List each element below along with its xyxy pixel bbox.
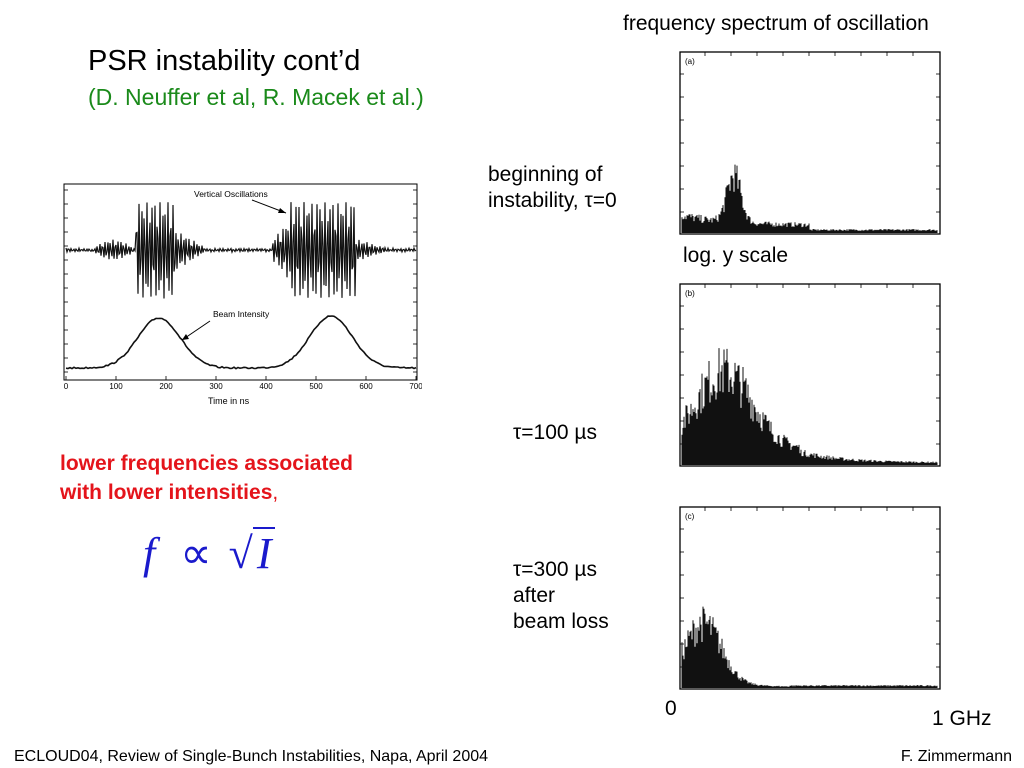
red-note-line1: lower frequencies associated — [60, 452, 353, 475]
proportionality-formula: f ∝ √I — [143, 527, 276, 579]
oscillation-plot-x-tick-label: 200 — [159, 382, 173, 391]
spectrum-title: frequency spectrum of oscillation — [623, 12, 929, 35]
red-note-line2: with lower intensities — [60, 481, 273, 504]
beam-intensity-trace — [65, 315, 417, 370]
oscillation-plot-y-ticks — [64, 189, 417, 373]
vertical-oscillation-trace — [65, 202, 417, 299]
panel-b-tag: (b) — [685, 289, 695, 298]
spectrum-panel-a: (a) — [679, 51, 941, 235]
spectrum-c-bars — [681, 606, 938, 688]
footer-left: ECLOUD04, Review of Single-Bunch Instabi… — [14, 748, 489, 765]
spectrum-axis-start: 0 — [665, 697, 677, 720]
label-beginning-line1: beginning of — [488, 163, 603, 186]
oscillation-plot-xlabel: Time in ns — [208, 396, 250, 406]
spectrum-panel-c: (c) — [679, 506, 941, 690]
vertical-oscillations-arrowhead — [278, 208, 286, 213]
oscillation-plot: Vertical Oscillations Beam Intensity 0 10… — [63, 183, 422, 406]
oscillation-plot-x-tick-label: 0 — [64, 382, 69, 391]
oscillation-plot-x-tick-label: 300 — [209, 382, 223, 391]
label-beginning: beginning of instability, τ=0 — [488, 162, 617, 214]
spectrum-b-bars — [681, 348, 938, 465]
formula-I: I — [252, 527, 276, 578]
label-tau-100: τ=100 µs — [513, 421, 598, 444]
label-tau-300-line2: after — [513, 584, 556, 607]
label-tau-300: τ=300 µs after beam loss — [513, 557, 609, 635]
spectrum-a-bars — [681, 164, 938, 233]
oscillation-plot-x-tick-label: 400 — [259, 382, 273, 391]
formula-proportional: ∝ — [180, 529, 212, 578]
formula-f: f — [143, 529, 156, 578]
spectrum-b-ticks — [680, 284, 940, 445]
slide-title: PSR instability cont’d — [88, 45, 361, 77]
label-beginning-line2: instability, τ=0 — [488, 189, 617, 212]
label-tau-300-line3: beam loss — [513, 610, 609, 633]
formula-sqrt: √ — [228, 529, 253, 578]
log-scale-label: log. y scale — [683, 244, 789, 267]
label-tau-300-line1: τ=300 µs — [513, 558, 598, 581]
vertical-oscillations-label: Vertical Oscillations — [194, 189, 268, 199]
oscillation-plot-x-tick-label: 600 — [359, 382, 373, 391]
panel-c-tag: (c) — [685, 512, 695, 521]
red-note-comma: , — [272, 481, 279, 504]
spectrum-axis-end: 1 GHz — [932, 707, 992, 730]
beam-intensity-arrowhead — [182, 334, 189, 340]
oscillation-plot-x-ticks: 0 100 200 300 400 500 600 700 — [64, 376, 422, 391]
beam-intensity-label: Beam Intensity — [213, 309, 270, 319]
oscillation-plot-x-tick-label: 500 — [309, 382, 323, 391]
spectrum-a-ticks — [680, 52, 940, 213]
oscillation-plot-x-tick-label: 100 — [109, 382, 123, 391]
slide-subtitle: (D. Neuffer et al, R. Macek et al.) — [88, 84, 424, 110]
spectrum-c-ticks — [680, 507, 940, 668]
oscillation-plot-x-tick-label: 700 — [409, 382, 422, 391]
red-note: lower frequencies associated with lower … — [60, 449, 353, 507]
footer-right: F. Zimmermann — [900, 748, 1012, 765]
spectrum-panel-b: (b) — [679, 283, 941, 467]
panel-a-tag: (a) — [685, 57, 695, 66]
